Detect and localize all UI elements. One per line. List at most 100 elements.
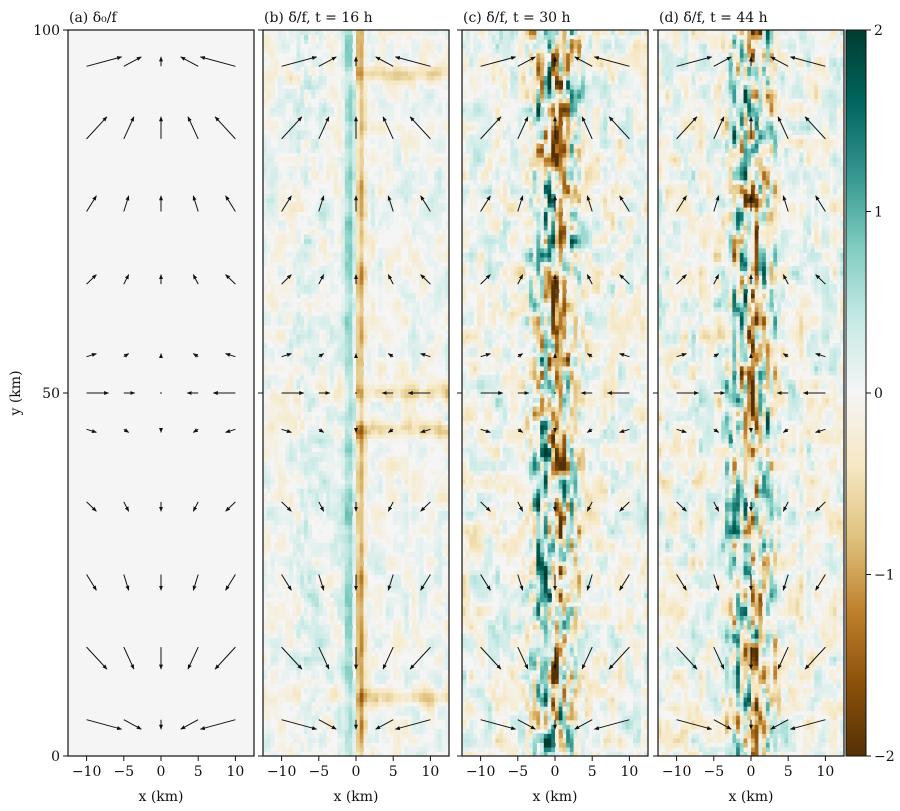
quiver-arrow: [777, 646, 789, 670]
quiver-arrow: [225, 195, 236, 212]
quiver-arrow: [225, 274, 236, 285]
x-tick-label: −5: [703, 764, 724, 780]
quiver-arrow: [318, 195, 325, 212]
quiver-arrow: [676, 195, 687, 212]
quiver-arrow: [318, 353, 325, 358]
quiver-arrow: [517, 428, 524, 433]
quiver-arrow: [676, 501, 687, 512]
x-tick-label: −10: [662, 764, 692, 780]
quiver-arrows: [86, 56, 236, 756]
quiver-arrow: [214, 116, 236, 140]
quiver-arrow: [409, 646, 431, 670]
quiver-arrow: [86, 195, 97, 212]
quiver-arrow: [713, 195, 720, 212]
colorbar-tick-label: −2: [874, 749, 895, 765]
quiver-arrow: [586, 574, 593, 591]
x-tick-label: 5: [389, 764, 398, 780]
quiver-arrow: [123, 353, 130, 358]
quiver-arrow: [608, 646, 630, 670]
quiver-arrow: [782, 501, 789, 512]
quiver-arrow: [517, 353, 524, 358]
quiver-arrow: [281, 646, 303, 670]
quiver-arrow: [192, 353, 199, 358]
quiver-arrow: [480, 274, 491, 285]
colorbar-gradient: [845, 29, 867, 757]
quiver-arrow: [619, 574, 630, 591]
x-tick-label: 10: [421, 764, 439, 780]
y-tick-label: 50: [42, 386, 60, 402]
quiver-arrow: [394, 719, 431, 730]
panel-title: (a) δ₀/f: [69, 10, 118, 26]
x-tick-label: 5: [194, 764, 203, 780]
quiver-arrow: [281, 574, 292, 591]
quiver-arrow: [123, 274, 130, 285]
heatmap-field: [263, 30, 449, 756]
quiver-arrow: [318, 116, 330, 140]
quiver-arrow: [225, 574, 236, 591]
panel-title: (d) δ̄/f, t = 44 h: [659, 10, 768, 26]
quiver-arrow: [608, 116, 630, 140]
quiver-arrow: [713, 353, 720, 358]
panel-title: (c) δ̄/f, t = 30 h: [463, 10, 570, 26]
quiver-arrow: [86, 501, 97, 512]
quiver-arrow: [770, 719, 789, 730]
x-tick-label: 10: [620, 764, 638, 780]
quiver-arrow: [387, 501, 394, 512]
colorbar-tick-label: −1: [874, 568, 895, 584]
quiver-arrow: [480, 501, 491, 512]
colorbar-tick-label: 1: [874, 205, 883, 221]
panel-b: −10 −5 0 5 10 x (km) (b) δ̄/f, t = 16 h: [258, 10, 450, 805]
quiver-arrow: [619, 274, 630, 285]
quiver-arrow: [86, 274, 97, 285]
quiver-arrow: [770, 56, 789, 67]
quiver-arrow: [192, 501, 199, 512]
quiver-arrow: [782, 574, 789, 591]
quiver-arrow: [318, 574, 325, 591]
quiver-arrow: [676, 116, 698, 140]
quiver-arrow: [86, 353, 97, 358]
quiver-arrow: [586, 274, 593, 285]
x-axis-label: x (km): [138, 789, 183, 805]
quiver-arrow: [815, 195, 826, 212]
quiver-arrow: [318, 501, 325, 512]
quiver-arrow: [581, 646, 593, 670]
quiver-arrow: [192, 428, 199, 433]
quiver-arrow: [123, 56, 142, 67]
quiver-arrow: [581, 116, 593, 140]
quiver-arrow: [187, 646, 199, 670]
quiver-arrow: [86, 428, 97, 433]
quiver-arrow: [214, 646, 236, 670]
quiver-arrow: [281, 56, 318, 67]
quiver-arrow: [318, 274, 325, 285]
quiver-arrow: [281, 116, 303, 140]
quiver-arrow: [420, 501, 431, 512]
quiver-arrow: [318, 646, 330, 670]
quiver-arrow: [676, 646, 698, 670]
x-tick-label: 10: [816, 764, 834, 780]
quiver-arrow: [123, 116, 135, 140]
quiver-arrow: [192, 274, 199, 285]
x-tick-label: 5: [784, 764, 793, 780]
quiver-arrow: [713, 574, 720, 591]
quiver-arrow: [86, 646, 108, 670]
quiver-arrow: [480, 353, 491, 358]
quiver-arrow: [586, 353, 593, 358]
quiver-arrow: [480, 719, 517, 730]
quiver-arrow: [180, 719, 199, 730]
quiver-arrow: [676, 56, 713, 67]
quiver-arrow: [517, 646, 529, 670]
quiver-arrow: [318, 56, 337, 67]
quiver-arrow: [713, 116, 725, 140]
panel-c: −10 −5 0 5 10 x (km) (c) δ̄/f, t = 30 h: [457, 10, 649, 805]
quiver-arrow: [192, 195, 199, 212]
quiver-arrow: [480, 195, 491, 212]
quiver-arrows: [480, 56, 630, 756]
x-tick-label: −10: [267, 764, 297, 780]
quiver-arrow: [281, 501, 292, 512]
quiver-arrow: [517, 274, 524, 285]
quiver-arrow: [123, 646, 135, 670]
quiver-arrow: [187, 116, 199, 140]
quiver-arrow: [86, 574, 97, 591]
x-tick-label: 10: [226, 764, 244, 780]
